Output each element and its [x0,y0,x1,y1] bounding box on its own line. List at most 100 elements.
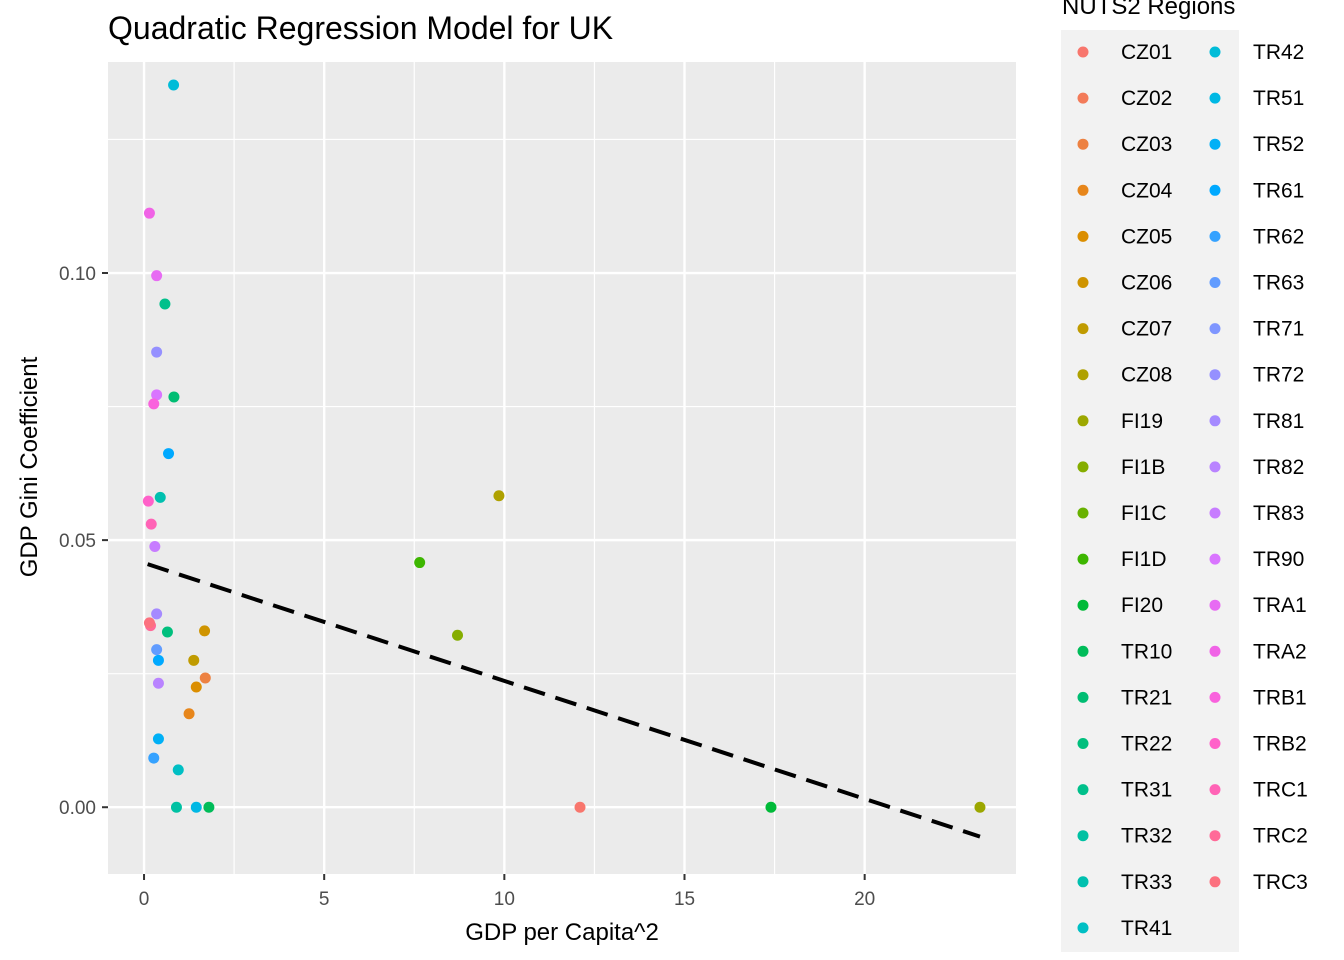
legend-label: CZ03 [1121,133,1172,156]
data-point [190,681,202,693]
data-point [151,608,163,620]
legend-label: TR81 [1253,410,1304,433]
data-point [151,644,163,656]
plot-panel [108,62,1016,874]
legend-key [1077,46,1089,58]
legend-label: TR83 [1253,502,1304,525]
y-tick-label: 0.00 [59,798,96,819]
legend-label: TRC2 [1253,825,1308,848]
data-points [142,79,986,813]
y-tick-label: 0.05 [59,531,96,552]
legend-key [1209,691,1221,703]
legend-key [1209,230,1221,242]
legend-key [1209,461,1221,473]
data-point [149,541,161,553]
legend-label: TR61 [1253,179,1304,202]
legend-key [1209,323,1221,335]
legend-key [1077,184,1089,196]
legend-label: TR62 [1253,225,1304,248]
x-tick-label: 20 [854,889,875,910]
x-tick-label: 15 [674,889,695,910]
data-point [168,391,180,403]
legend-key [1209,277,1221,288]
legend-key [1209,46,1221,58]
legend-label: TR31 [1121,779,1172,802]
legend-key [1077,876,1089,888]
legend-label: TR63 [1253,272,1304,295]
legend-key [1077,553,1089,565]
legend-label: CZ04 [1121,179,1173,202]
legend-key [1077,830,1089,842]
legend-label: FI19 [1121,410,1163,433]
legend-label: FI1D [1121,548,1167,571]
legend-label: TR41 [1121,917,1172,940]
data-point [188,654,200,666]
data-point [154,491,166,503]
data-point [199,625,211,637]
legend-label: TRA1 [1253,594,1307,617]
legend-key [1209,784,1221,796]
y-tick-label: 0.10 [59,264,96,285]
gridlines [108,62,1016,874]
data-point [170,801,182,813]
data-point [142,495,154,507]
legend-key [1209,184,1221,196]
legend-label: CZ08 [1121,364,1172,387]
data-point [143,617,155,629]
data-point [152,733,164,745]
legend-key [1077,92,1089,104]
legend-key [1077,415,1089,427]
data-point [493,490,505,502]
data-point [574,801,586,813]
data-point [203,801,215,813]
legend-label: TR32 [1121,825,1172,848]
legend-label: TR10 [1121,640,1172,663]
legend-key [1077,369,1089,381]
x-tick-label: 10 [494,889,515,910]
legend-key [1077,922,1089,934]
legend-label: FI20 [1121,594,1163,617]
legend-key [1209,553,1221,565]
legend-label: TRA2 [1253,640,1307,663]
legend-key [1209,369,1221,381]
legend-label: FI1C [1121,502,1167,525]
legend-key [1077,691,1089,703]
legend-label: TR52 [1253,133,1304,156]
legend-key [1077,277,1089,288]
legend-label: TR42 [1253,41,1304,64]
data-point [145,518,157,530]
legend-key [1209,138,1221,150]
data-point [199,672,211,684]
data-point [190,801,202,813]
legend-label: TR90 [1253,548,1304,571]
y-axis-label: GDP Gini Coefficient [16,356,43,577]
legend-key [1209,830,1221,842]
legend-label: TR33 [1121,871,1172,894]
legend-label: CZ05 [1121,225,1172,248]
legend-key [1077,230,1089,242]
legend-key [1077,138,1089,150]
y-axis: 0.00 0.05 0.10 [59,264,108,819]
legend-label: TR51 [1253,87,1304,110]
legend-key [1209,92,1221,104]
data-point [414,557,426,569]
x-axis-label: GDP per Capita^2 [465,919,659,946]
legend-key [1209,876,1221,888]
legend-label: TRB2 [1253,733,1307,756]
data-point [159,298,171,310]
legend: CZ01 CZ02 CZ03 CZ04 CZ05 CZ06 CZ07 CZ08 FI19 FI1B… [1077,41,1308,940]
legend-label: TR71 [1253,318,1304,341]
legend-label: TR22 [1121,733,1172,756]
legend-label: CZ02 [1121,87,1172,110]
x-axis: 0 5 10 15 20 [139,874,875,910]
legend-key [1209,645,1221,657]
data-point [974,801,986,813]
x-tick-label: 0 [139,889,150,910]
legend-key [1209,738,1221,749]
legend-label: FI1B [1121,456,1165,479]
legend-label: TRC1 [1253,779,1308,802]
data-point [151,389,163,401]
legend-label: TR82 [1253,456,1304,479]
data-point [161,626,173,638]
